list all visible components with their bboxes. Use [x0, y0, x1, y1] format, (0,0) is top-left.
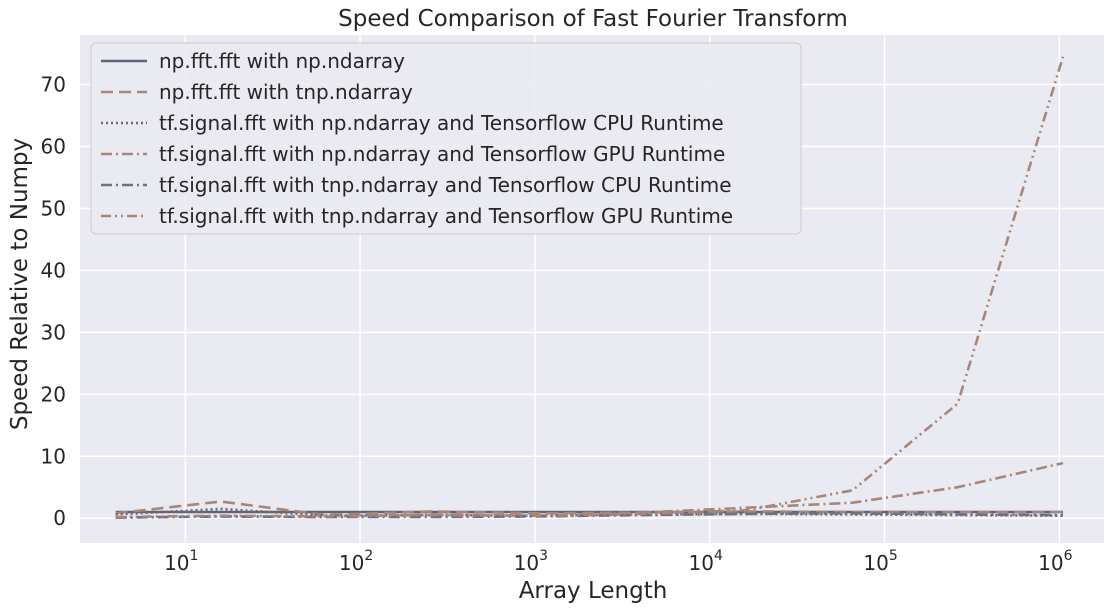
series-line-6 [115, 56, 1065, 519]
x-tick-label: 101 [164, 548, 198, 575]
legend-label: tf.signal.fft with tnp.ndarray and Tenso… [159, 173, 732, 197]
legend-item: tf.signal.fft with tnp.ndarray and Tenso… [101, 204, 733, 228]
legend-label: tf.signal.fft with np.ndarray and Tensor… [159, 142, 725, 166]
x-tick-label: 104 [689, 548, 723, 575]
y-axis-label: Speed Relative to Numpy [7, 138, 33, 430]
legend-item: tf.signal.fft with np.ndarray and Tensor… [101, 111, 724, 135]
y-tick-label: 70 [41, 73, 66, 97]
y-tick-label: 60 [41, 135, 66, 159]
chart-title: Speed Comparison of Fast Fourier Transfo… [338, 6, 848, 32]
y-tick-label: 0 [53, 506, 66, 530]
legend-item: np.fft.fft with tnp.ndarray [101, 80, 413, 104]
x-axis-label: Array Length [519, 578, 668, 604]
legend: np.fft.fft with np.ndarray np.fft.fft wit… [90, 42, 802, 235]
x-tick-label: 102 [339, 548, 373, 575]
legend-label: np.fft.fft with np.ndarray [159, 49, 405, 73]
y-tick-label: 10 [41, 444, 66, 468]
y-tick-label: 50 [41, 196, 66, 220]
legend-label: np.fft.fft with tnp.ndarray [159, 80, 413, 104]
x-tick-label: 106 [1038, 548, 1072, 575]
legend-item: tf.signal.fft with np.ndarray and Tensor… [101, 142, 725, 166]
legend-item: np.fft.fft with np.ndarray [101, 49, 405, 73]
x-ticks: 101 102 103 104 105 106 [164, 548, 1073, 575]
series-line-2 [115, 500, 1063, 517]
y-tick-label: 30 [41, 320, 66, 344]
legend-label: tf.signal.fft with tnp.ndarray and Tenso… [159, 204, 733, 228]
y-ticks: 0 10 20 30 40 50 60 70 [41, 73, 66, 531]
x-tick-label: 105 [863, 548, 897, 575]
legend-label: tf.signal.fft with np.ndarray and Tensor… [159, 111, 724, 135]
x-tick-label: 103 [514, 548, 548, 575]
legend-item: tf.signal.fft with tnp.ndarray and Tenso… [101, 173, 732, 197]
series-lines [115, 56, 1065, 519]
legend-box [90, 42, 802, 235]
y-tick-label: 20 [41, 382, 66, 406]
y-tick-label: 40 [41, 258, 66, 282]
